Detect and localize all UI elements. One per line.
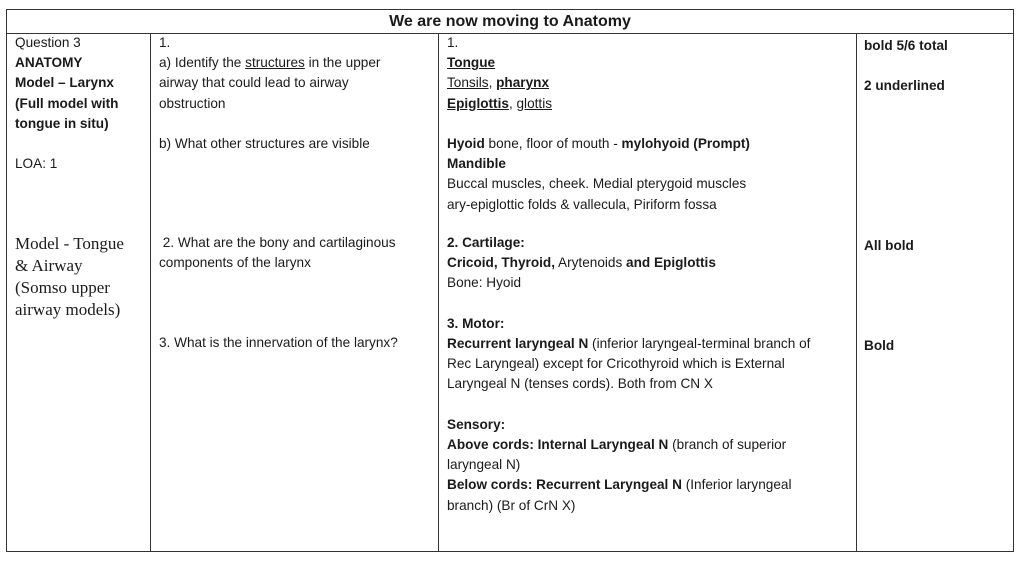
a3-above-line-1: Above cords: Internal Laryngeal N (branc… bbox=[447, 437, 787, 453]
q2-line-1: 2. What are the bony and cartilaginous bbox=[159, 235, 396, 250]
mark-3: Bold bbox=[864, 338, 895, 353]
model-2-line: airway models) bbox=[15, 300, 121, 319]
answer-1: 1. Tongue Tonsils, pharynx Epiglottis, g… bbox=[447, 33, 750, 215]
model-2-line: (Somso upper bbox=[15, 278, 110, 297]
q2-line-2: components of the larynx bbox=[159, 255, 311, 271]
section-label: ANATOMY bbox=[15, 55, 83, 71]
table-title: We are now moving to Anatomy bbox=[7, 10, 1013, 34]
q1a-line-1: a) Identify the structures in the upper bbox=[159, 55, 381, 71]
q3-text: 3. What is the innervation of the larynx… bbox=[159, 335, 398, 350]
model-2-line: & Airway bbox=[15, 256, 83, 275]
q1b-text: b) What other structures are visible bbox=[159, 136, 370, 152]
a2-heading: 2. Cartilage: bbox=[447, 235, 525, 250]
a3-motor-line-2: Rec Laryngeal) except for Cricothyroid w… bbox=[447, 356, 785, 372]
question-3: 3. What is the innervation of the larynx… bbox=[159, 333, 398, 353]
column-divider-3 bbox=[856, 34, 857, 551]
a1-number: 1. bbox=[447, 35, 459, 50]
q1-number: 1. bbox=[159, 35, 171, 50]
mark-1-total: bold 5/6 total bbox=[864, 38, 948, 53]
a2-cartilage-line: Cricoid, Thyroid, Arytenoids and Epiglot… bbox=[447, 255, 716, 271]
a3-below-line-2: branch) (Br of CrN X) bbox=[447, 497, 576, 513]
loa-label: LOA: 1 bbox=[15, 156, 58, 172]
q1a-line-2: airway that could lead to airway bbox=[159, 75, 349, 91]
answer-tongue: Tongue bbox=[447, 55, 496, 71]
a3-heading: 3. Motor: bbox=[447, 315, 505, 331]
a3-motor-line-1: Recurrent laryngeal N (inferior laryngea… bbox=[447, 336, 811, 352]
marking-2: All bold bbox=[864, 236, 914, 256]
model-label: Model – Larynx bbox=[15, 75, 114, 91]
model-note-2: tongue in situ) bbox=[15, 115, 109, 131]
marking-3: Bold bbox=[864, 336, 894, 356]
a3-motor-line-3: Laryngeal N (tenses cords). Both from CN… bbox=[447, 376, 713, 392]
model-2-info: Model - Tongue & Airway (Somso upper air… bbox=[15, 233, 124, 321]
a2-bone: Bone: Hyoid bbox=[447, 275, 522, 291]
model-2-line: Model - Tongue bbox=[15, 234, 124, 253]
a3-sensory-heading: Sensory: bbox=[447, 416, 506, 432]
answer-tonsils-line: Tonsils, pharynx bbox=[447, 75, 550, 91]
answer-buccal: Buccal muscles, cheek. Medial pterygoid … bbox=[447, 176, 747, 192]
mark-1-underlined: 2 underlined bbox=[864, 78, 945, 94]
a3-above-line-2: laryngeal N) bbox=[447, 457, 521, 473]
question-info: Question 3 ANATOMY Model – Larynx (Full … bbox=[15, 33, 118, 174]
marking-1: bold 5/6 total 2 underlined bbox=[864, 36, 948, 97]
answer-mandible: Mandible bbox=[447, 156, 506, 172]
answer-epiglottis-line: Epiglottis, glottis bbox=[447, 95, 553, 111]
question-number: Question 3 bbox=[15, 35, 81, 50]
column-divider-1 bbox=[150, 34, 151, 551]
question-1: 1. a) Identify the structures in the upp… bbox=[159, 33, 380, 154]
mark-2: All bold bbox=[864, 238, 914, 253]
answer-hyoid-line: Hyoid bone, floor of mouth - mylohyoid (… bbox=[447, 136, 750, 152]
a3-below-line-1: Below cords: Recurrent Laryngeal N (Infe… bbox=[447, 477, 792, 493]
q1a-line-3: obstruction bbox=[159, 95, 226, 111]
answer-table: We are now moving to Anatomy Question 3 … bbox=[6, 9, 1014, 552]
model-note-1: (Full model with bbox=[15, 95, 119, 111]
column-divider-2 bbox=[438, 34, 439, 551]
question-2: 2. What are the bony and cartilaginous c… bbox=[159, 233, 396, 273]
answer-2: 2. Cartilage: Cricoid, Thyroid, Arytenoi… bbox=[447, 233, 810, 516]
answer-ary: ary-epiglottic folds & vallecula, Pirifo… bbox=[447, 196, 717, 212]
